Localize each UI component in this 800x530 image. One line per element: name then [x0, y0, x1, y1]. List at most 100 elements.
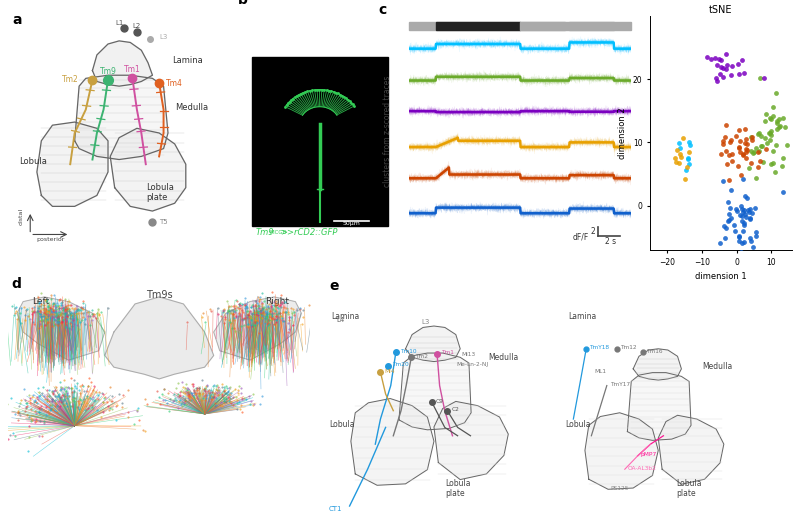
Point [734, 148, 746, 156]
Point [759, 134, 772, 143]
Text: Tm4: Tm4 [166, 78, 182, 87]
Point [718, 222, 730, 231]
Point [753, 129, 766, 137]
Text: Medulla: Medulla [702, 362, 732, 371]
Polygon shape [17, 297, 105, 360]
Text: plate: plate [676, 489, 696, 498]
Point [738, 205, 750, 214]
Text: C9: C9 [436, 399, 444, 404]
Point [722, 176, 735, 184]
Point [743, 205, 756, 213]
Point [734, 248, 747, 257]
Point [739, 135, 752, 144]
Point [770, 89, 782, 98]
Text: ML1: ML1 [594, 369, 606, 374]
Point [732, 60, 745, 68]
Point [674, 144, 686, 153]
Text: b: b [238, 0, 247, 7]
Point [738, 192, 751, 200]
Bar [410, 22, 631, 30]
Text: 50μm: 50μm [342, 220, 361, 226]
Point [734, 137, 746, 145]
Text: L3: L3 [159, 34, 167, 40]
Point [776, 161, 789, 170]
Point [680, 166, 693, 174]
Point [683, 138, 696, 147]
Point [738, 138, 751, 147]
Text: Medulla: Medulla [489, 354, 518, 363]
Text: Tm9s: Tm9s [146, 290, 173, 300]
Point [733, 144, 746, 153]
Point [714, 70, 726, 78]
Point [732, 143, 745, 151]
Point [758, 74, 770, 82]
Point [735, 238, 748, 247]
Point [730, 207, 743, 215]
Point [726, 61, 738, 70]
Point [732, 162, 745, 170]
Text: T5: T5 [159, 219, 168, 225]
Text: 2: 2 [590, 227, 595, 236]
Text: Lobula: Lobula [676, 479, 702, 488]
Point [779, 122, 792, 131]
Polygon shape [93, 41, 153, 86]
Point [741, 140, 754, 149]
Point [771, 125, 784, 133]
Point [704, 55, 717, 63]
Point [750, 144, 762, 153]
Point [736, 151, 749, 159]
Text: TmY17: TmY17 [610, 382, 630, 387]
Point [683, 140, 696, 149]
Point [752, 163, 765, 171]
Bar [251, 57, 388, 226]
Text: posterior: posterior [36, 237, 65, 242]
Polygon shape [110, 128, 186, 211]
Text: d: d [11, 277, 21, 290]
Point [767, 103, 780, 111]
Point [717, 177, 730, 186]
Point [680, 163, 693, 171]
Point [737, 175, 750, 183]
Point [709, 54, 722, 62]
Point [736, 207, 749, 216]
Point [738, 210, 751, 218]
Point [739, 213, 752, 221]
Text: clusters from z-scored traces: clusters from z-scored traces [382, 76, 391, 187]
Point [710, 74, 722, 82]
Text: Tm10: Tm10 [400, 349, 416, 354]
Point [714, 150, 727, 158]
Text: L4: L4 [337, 317, 345, 323]
Point [738, 68, 750, 77]
Point [749, 173, 762, 182]
Text: MCGB: MCGB [256, 230, 286, 235]
Point [759, 144, 772, 153]
Point [681, 154, 694, 162]
Text: Lamina: Lamina [568, 312, 597, 321]
Point [734, 201, 747, 210]
Polygon shape [406, 326, 460, 361]
Text: e: e [329, 279, 338, 293]
Point [769, 167, 782, 176]
Point [742, 163, 755, 172]
Point [755, 142, 768, 151]
Text: Tm9: Tm9 [256, 228, 274, 237]
Point [724, 204, 737, 212]
Text: Mi4: Mi4 [384, 369, 395, 374]
Point [733, 233, 746, 241]
Point [670, 158, 682, 166]
Text: C2: C2 [451, 408, 459, 412]
Text: Mi13: Mi13 [462, 352, 476, 357]
Text: distal: distal [19, 207, 24, 225]
Point [750, 232, 762, 240]
Polygon shape [37, 122, 108, 206]
Point [740, 147, 753, 156]
Point [772, 114, 785, 123]
Point [744, 158, 757, 167]
Point [701, 52, 714, 61]
Point [726, 157, 738, 165]
Title: tSNE: tSNE [710, 5, 733, 15]
Point [668, 154, 681, 162]
Point [725, 214, 738, 222]
Point [673, 159, 686, 167]
Point [711, 77, 724, 85]
